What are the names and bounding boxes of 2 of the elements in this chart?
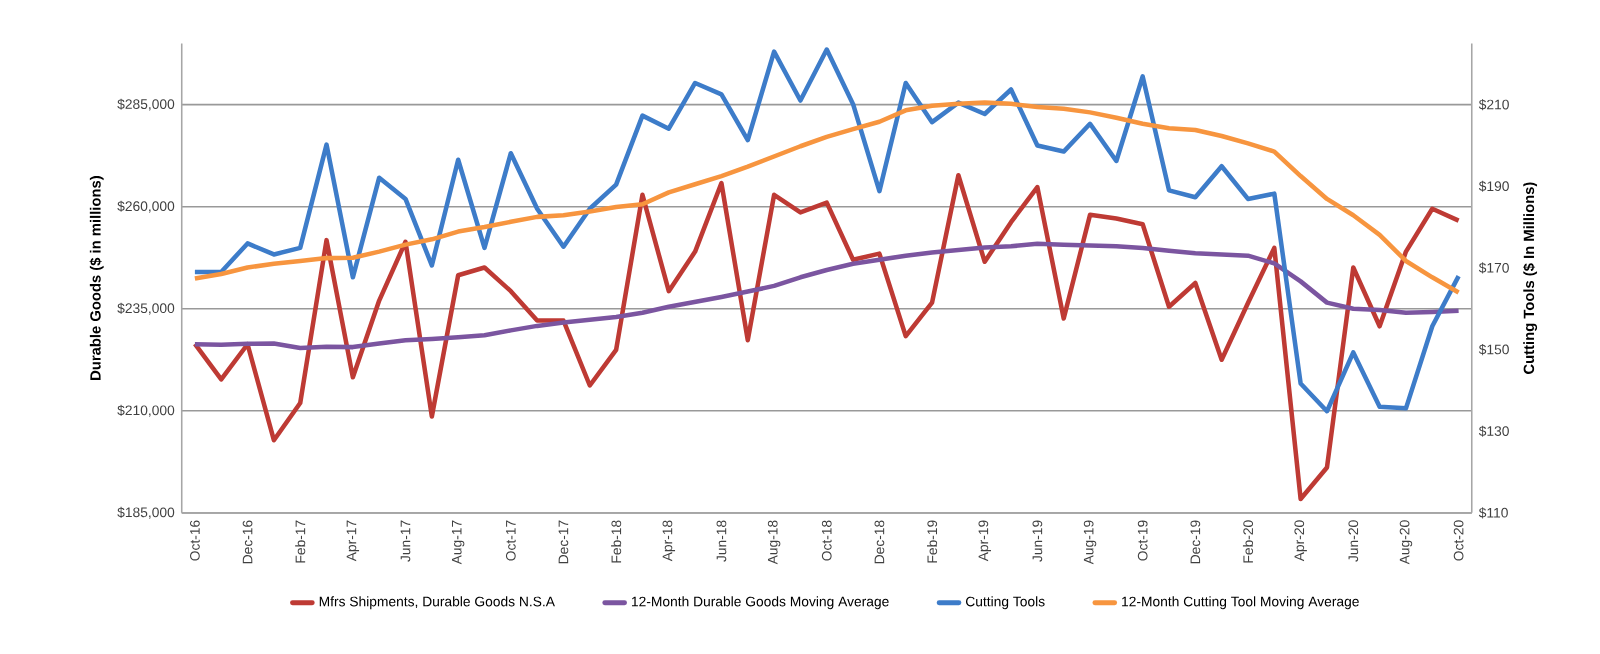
line-series bbox=[192, 46, 1461, 414]
line-series bbox=[192, 172, 1461, 501]
